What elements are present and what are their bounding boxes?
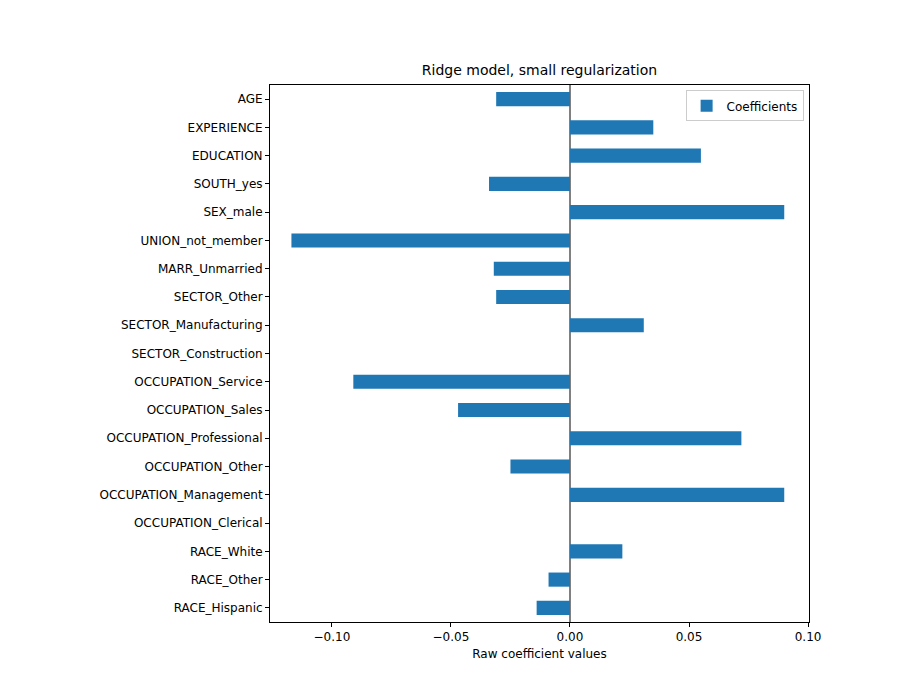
svg-text:OCCUPATION_Sales: OCCUPATION_Sales [147, 403, 263, 417]
svg-text:−0.05: −0.05 [433, 630, 470, 644]
svg-text:SEX_male: SEX_male [203, 205, 262, 219]
svg-text:SECTOR_Manufacturing: SECTOR_Manufacturing [121, 318, 263, 332]
svg-text:UNION_not_member: UNION_not_member [141, 234, 263, 248]
svg-text:OCCUPATION_Management: OCCUPATION_Management [100, 488, 263, 502]
svg-text:Raw coefficient values: Raw coefficient values [472, 647, 606, 661]
svg-text:MARR_Unmarried: MARR_Unmarried [158, 262, 263, 276]
svg-text:EDUCATION: EDUCATION [192, 149, 263, 163]
svg-text:Ridge model, small regularizat: Ridge model, small regularization [422, 62, 657, 78]
svg-text:RACE_White: RACE_White [190, 545, 263, 559]
svg-text:Coefficients: Coefficients [727, 100, 798, 114]
svg-text:OCCUPATION_Clerical: OCCUPATION_Clerical [134, 516, 263, 530]
svg-text:0.00: 0.00 [557, 630, 584, 644]
svg-text:0.05: 0.05 [676, 630, 703, 644]
svg-text:OCCUPATION_Professional: OCCUPATION_Professional [106, 431, 262, 445]
svg-text:OCCUPATION_Service: OCCUPATION_Service [134, 375, 262, 389]
svg-text:SECTOR_Construction: SECTOR_Construction [131, 347, 262, 361]
svg-text:SOUTH_yes: SOUTH_yes [194, 177, 263, 191]
svg-text:RACE_Other: RACE_Other [191, 573, 263, 587]
svg-text:AGE: AGE [238, 92, 263, 106]
svg-text:EXPERIENCE: EXPERIENCE [188, 121, 263, 135]
svg-text:0.10: 0.10 [795, 630, 822, 644]
svg-text:SECTOR_Other: SECTOR_Other [174, 290, 263, 304]
svg-text:−0.10: −0.10 [314, 630, 351, 644]
svg-text:OCCUPATION_Other: OCCUPATION_Other [144, 460, 262, 474]
svg-text:RACE_Hispanic: RACE_Hispanic [174, 601, 263, 615]
